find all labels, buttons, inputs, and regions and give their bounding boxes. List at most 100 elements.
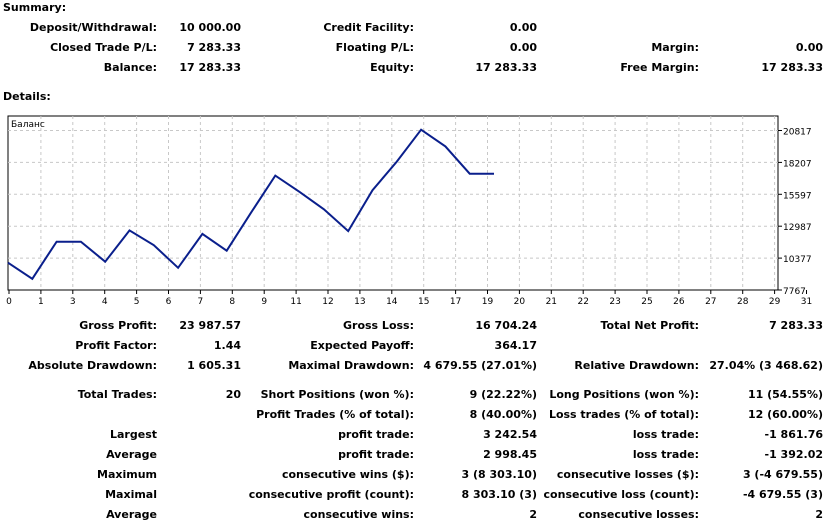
chart-x-tick-label: 25 [641,297,652,307]
stats-label: consecutive losses: [578,508,699,521]
stats-label: Short Positions (won %): [260,388,414,401]
stats-label: Profit Trades (% of total): [256,408,414,421]
chart-x-tick-label: 14 [386,297,398,307]
stats-value: 23 987.57 [179,319,241,332]
stats-label: consecutive wins ($): [281,468,414,481]
chart-y-tick-label: 12987 [783,223,812,233]
chart-x-tick-label: 8 [229,297,235,307]
chart-x-tick-label: 15 [418,297,429,307]
summary-label: Floating P/L: [335,41,414,54]
chart-x-tick-label: 28 [737,297,749,307]
summary-value: 10 000.00 [179,21,241,34]
stats-label: Relative Drawdown: [574,359,699,372]
summary-value: 17 283.33 [761,61,823,74]
stats-label: Gross Loss: [343,319,414,332]
stats-value: 27.04% (3 468.62) [709,359,823,372]
chart-x-tick-label: 23 [609,297,620,307]
chart-y-tick-label: 10377 [783,255,812,265]
stats-value: 20 [225,388,241,401]
summary-value: 0.00 [795,41,823,54]
chart-title: Баланс [11,120,45,130]
stats-label: Maximal Drawdown: [288,359,414,372]
chart-y-tick-label: 20817 [783,128,812,138]
stats-value: 3 (-4 679.55) [742,468,823,481]
stats-value: 1 605.31 [187,359,241,372]
summary-label: Margin: [651,41,699,54]
stats-value: 364.17 [494,339,537,352]
stats-label: profit trade: [338,448,414,461]
stats-label: Total Net Profit: [600,319,700,332]
stats-value: 3 (8 303.10) [461,468,537,481]
stats-value: 7 283.33 [769,319,823,332]
stats-label: Average [106,508,157,521]
summary-value: 17 283.33 [475,61,537,74]
stats-value: -1 861.76 [764,428,824,441]
chart-x-tick-label: 0 [6,297,12,307]
stats-label: consecutive profit (count): [248,488,414,501]
summary-label: Deposit/Withdrawal: [29,21,157,34]
stats-value: 2 [815,508,823,521]
chart-x-tick-label: 6 [166,297,172,307]
summary-value: 0.00 [509,41,537,54]
summary-label: Balance: [103,61,157,74]
stats-label: consecutive wins: [303,508,414,521]
stats-value: 8 303.10 (3) [461,488,537,501]
stats-value: 8 (40.00%) [469,408,537,421]
summary-label: Equity: [370,61,414,74]
stats-value: 12 (60.00%) [747,408,823,421]
stats-label: Absolute Drawdown: [28,359,157,372]
chart-y-tick-label: 7767 [783,287,806,297]
stats-value: 4 679.55 (27.01%) [423,359,537,372]
chart-x-tick-label: 22 [577,297,588,307]
chart-x-tick-label: 21 [546,297,557,307]
summary-title: Summary: [3,1,67,14]
chart-x-tick-label: 4 [102,297,108,307]
chart-x-tick-label: 17 [450,297,461,307]
chart-y-tick-label: 18207 [783,159,812,169]
stats-value: 9 (22.22%) [469,388,537,401]
chart-x-tick-label: 20 [514,297,526,307]
stats-value: 3 242.54 [483,428,537,441]
summary-value: 7 283.33 [187,41,241,54]
stats-label: Total Trades: [77,388,157,401]
summary-label: Credit Facility: [323,21,414,34]
chart-y-tick-label: 15597 [783,191,812,201]
stats-value: 11 (54.55%) [747,388,823,401]
stats-value: -1 392.02 [764,448,824,461]
stats-label: consecutive loss (count): [543,488,699,501]
chart-x-tick-label: 26 [673,297,685,307]
chart-x-tick-label: 12 [322,297,333,307]
stats-value: 2 [529,508,537,521]
chart-x-tick-label: 27 [705,297,716,307]
stats-label: Long Positions (won %): [549,388,699,401]
stats-label: Loss trades (% of total): [548,408,699,421]
chart-x-tick-label: 5 [134,297,140,307]
stats-value: 1.44 [213,339,241,352]
stats-label: Profit Factor: [75,339,157,352]
details-title: Details: [3,90,51,103]
stats-label: loss trade: [632,428,699,441]
chart-frame [7,115,779,291]
chart-x-tick-label: 9 [261,297,267,307]
chart-x-tick-label: 7 [198,297,204,307]
stats-label: Average [106,448,157,461]
stats-label: Maximal [105,488,157,501]
stats-label: profit trade: [338,428,414,441]
chart-x-tick-label: 19 [482,297,494,307]
summary-label: Closed Trade P/L: [50,41,157,54]
summary-label: Free Margin: [620,61,699,74]
chart-x-tick-label: 31 [801,297,812,307]
stats-label: Gross Profit: [79,319,157,332]
stats-label: Maximum [97,468,157,481]
stats-value: -4 679.55 (3) [742,488,823,501]
chart-x-tick-label: 13 [354,297,365,307]
stats-value: 16 704.24 [475,319,537,332]
chart-x-tick-label: 11 [290,297,301,307]
stats-label: Expected Payoff: [310,339,414,352]
chart-x-tick-label: 1 [38,297,44,307]
summary-value: 17 283.33 [179,61,241,74]
stats-label: loss trade: [632,448,699,461]
chart-x-tick-label: 29 [769,297,781,307]
stats-value: 2 998.45 [483,448,537,461]
stats-label: Largest [110,428,157,441]
